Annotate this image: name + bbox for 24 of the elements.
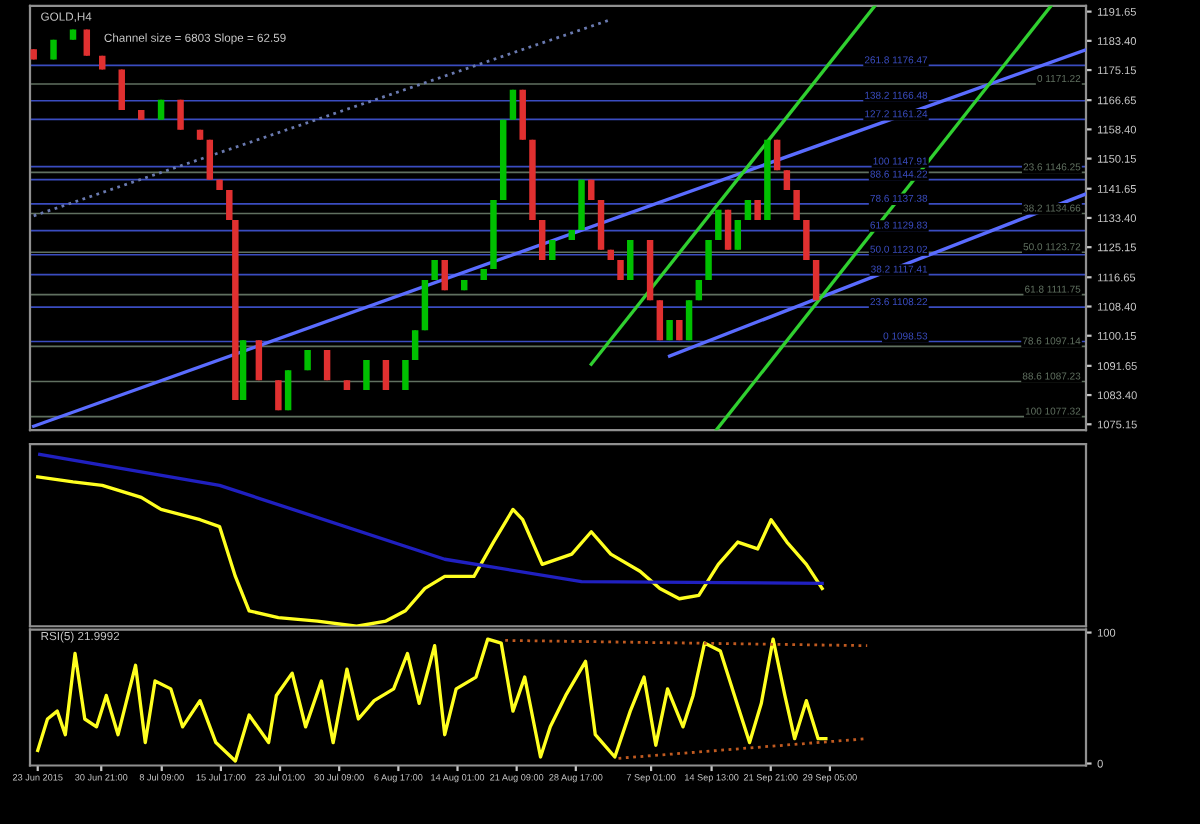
candlestick: [255, 339, 263, 382]
candlestick: [617, 260, 624, 280]
candlestick: [118, 68, 125, 111]
candlestick: [685, 299, 693, 341]
candlestick: [411, 329, 419, 361]
candlestick: [783, 169, 791, 191]
candlestick: [177, 98, 184, 131]
candlestick: [206, 138, 214, 181]
candlestick: [441, 259, 448, 292]
candlestick: [803, 220, 810, 261]
candlestick: [275, 379, 282, 412]
candlestick: [509, 88, 517, 121]
candlestick: [83, 28, 91, 57]
candlestick: [656, 299, 664, 341]
candlestick: [323, 349, 331, 382]
candlestick: [812, 259, 820, 301]
candlestick: [734, 219, 742, 251]
candlestick: [715, 208, 722, 241]
candlestick: [538, 220, 546, 261]
candlestick: [724, 208, 732, 251]
candlestick: [431, 260, 438, 280]
candlestick: [284, 369, 292, 412]
candlestick: [705, 239, 712, 280]
candlestick: [627, 239, 634, 280]
